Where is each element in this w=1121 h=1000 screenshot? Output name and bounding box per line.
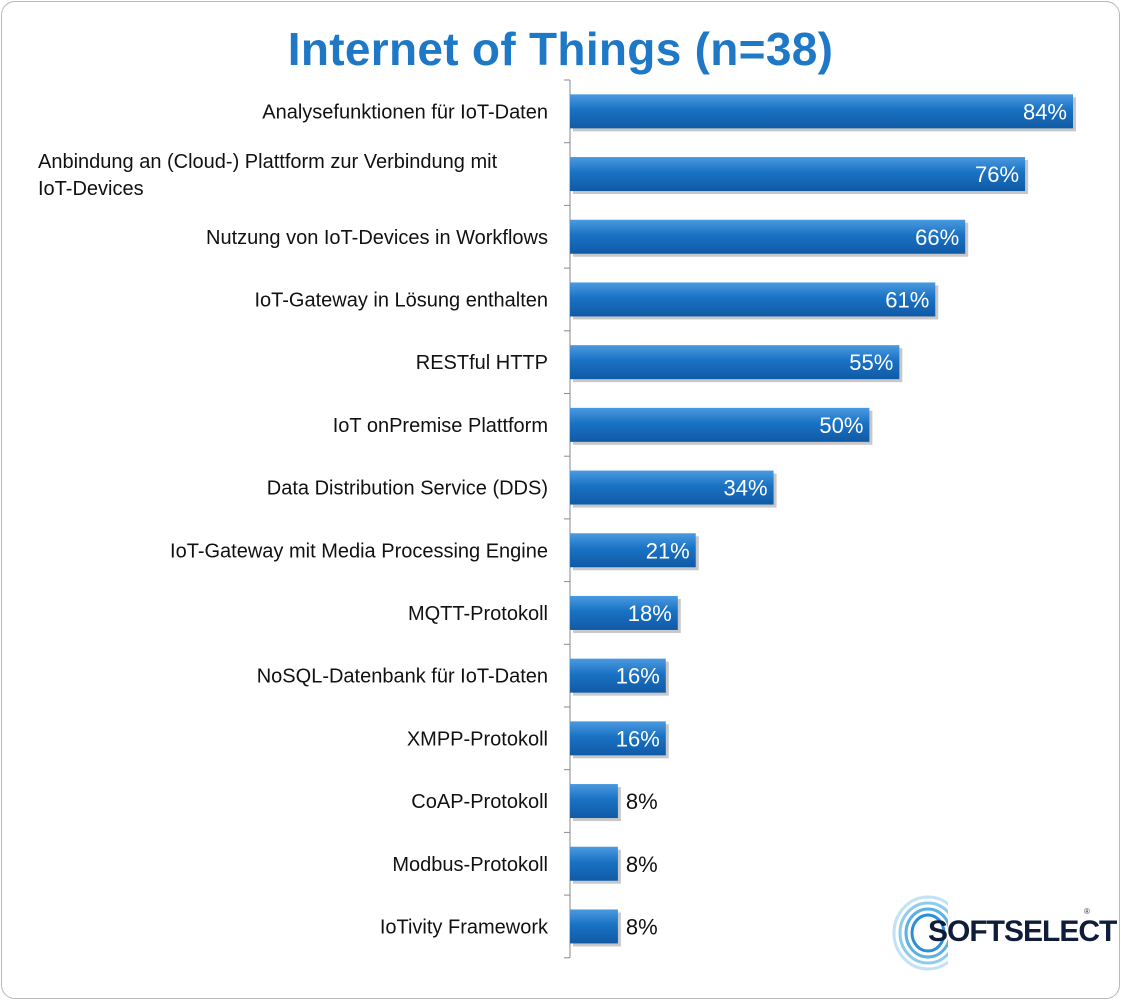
value-label: 84%	[1023, 99, 1067, 124]
value-label: 8%	[626, 789, 658, 814]
bar	[570, 94, 1073, 129]
category-label: Anbindung an (Cloud-) Plattform zur Verb…	[38, 151, 498, 200]
bar	[570, 721, 666, 756]
category-label: XMPP-Protokoll	[407, 728, 548, 750]
value-label: 76%	[975, 162, 1019, 187]
category-label: IoT-Gateway in Lösung enthalten	[254, 289, 548, 311]
bar	[570, 658, 666, 693]
value-label: 16%	[616, 726, 660, 751]
category-label: IoT onPremise Plattform	[333, 415, 548, 437]
value-label: 66%	[915, 225, 959, 250]
category-label: Analysefunktionen für IoT-Daten	[262, 101, 548, 123]
category-label-line: IoT-Devices	[38, 178, 144, 200]
value-label: 8%	[626, 852, 658, 877]
value-label: 8%	[626, 914, 658, 939]
category-label: RESTful HTTP	[416, 352, 548, 374]
bar	[570, 909, 618, 944]
value-label: 34%	[724, 476, 768, 501]
value-label: 18%	[628, 601, 672, 626]
bar	[570, 470, 774, 505]
bar	[570, 533, 696, 568]
value-label: 50%	[819, 413, 863, 438]
bar	[570, 219, 966, 254]
category-label: Modbus-Protokoll	[392, 854, 548, 876]
bar	[570, 282, 936, 317]
category-label: CoAP-Protokoll	[411, 791, 548, 813]
value-label: 55%	[849, 350, 893, 375]
bar	[570, 345, 900, 380]
category-label: IoT-Gateway mit Media Processing Engine	[170, 540, 548, 562]
category-label: IoTivity Framework	[380, 916, 549, 938]
chart-title: Internet of Things (n=38)	[287, 23, 834, 75]
bar	[570, 595, 678, 630]
category-label: Data Distribution Service (DDS)	[267, 478, 548, 500]
logo-wordmark: SOFTSELECT	[928, 915, 1117, 948]
category-label-line: Anbindung an (Cloud-) Plattform zur Verb…	[38, 151, 498, 173]
category-label: MQTT-Protokoll	[408, 603, 548, 625]
bar	[570, 157, 1026, 192]
category-label: Nutzung von IoT-Devices in Workflows	[206, 227, 548, 249]
bar	[570, 846, 618, 881]
category-label: NoSQL-Datenbank für IoT-Daten	[257, 666, 548, 688]
bar	[570, 784, 618, 819]
softselect-logo: SOFTSELECT ®	[888, 893, 1117, 973]
registered-mark: ®	[1084, 907, 1090, 916]
value-label: 16%	[616, 664, 660, 689]
value-label: 61%	[885, 287, 929, 312]
swirl-icon	[892, 895, 948, 971]
bar	[570, 407, 870, 442]
value-label: 21%	[646, 538, 690, 563]
